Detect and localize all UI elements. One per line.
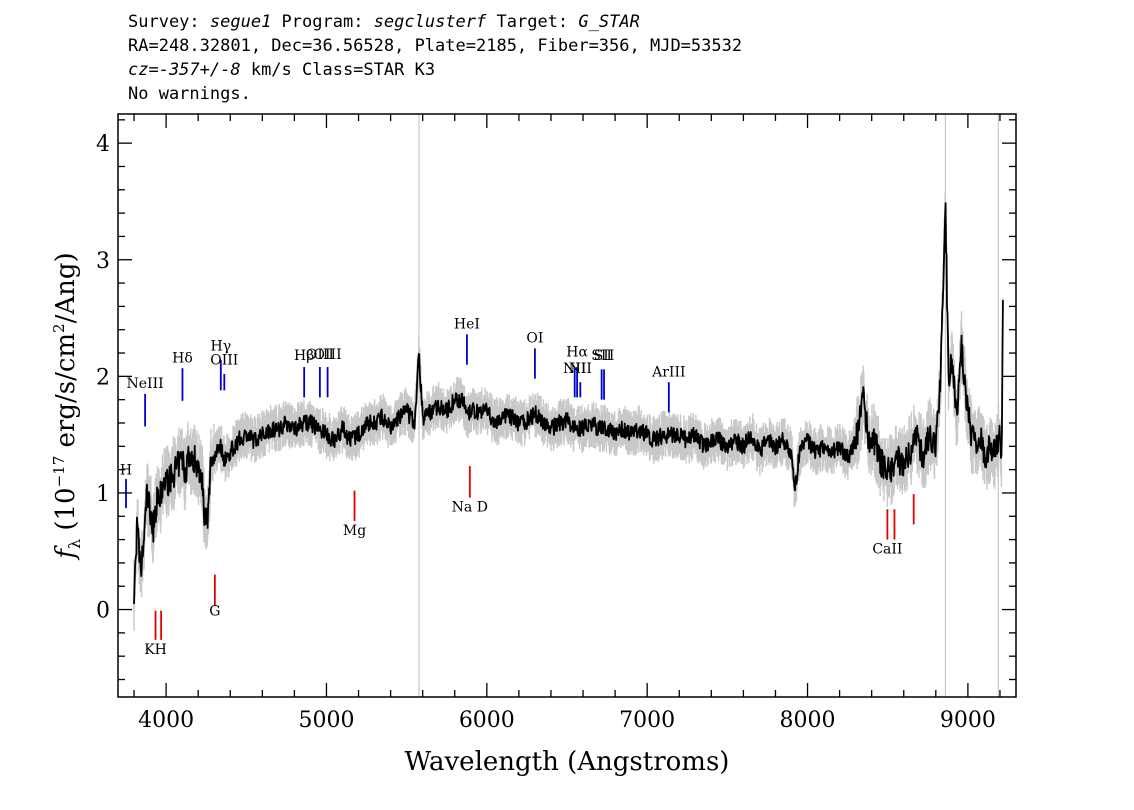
emission-line-label: NII bbox=[563, 361, 586, 377]
x-tick-label: 4000 bbox=[138, 708, 194, 733]
survey-value: segue1 bbox=[209, 12, 272, 32]
error-band-layer bbox=[133, 193, 1004, 631]
header-line-survey: Survey: segue1 Program: segclusterf Targ… bbox=[128, 10, 742, 34]
emission-line-label: OIII bbox=[210, 353, 238, 369]
emission-line-label: HeI bbox=[454, 317, 480, 333]
y-axis-title: fλ (10−17 erg/s/cm2/Ang) bbox=[50, 252, 84, 560]
x-tick-label: 7000 bbox=[619, 708, 675, 733]
emission-line-label: SII bbox=[591, 348, 612, 364]
flux-error-band bbox=[133, 193, 1004, 631]
survey-prefix: Survey: bbox=[128, 12, 210, 32]
spectrum-header: Survey: segue1 Program: segclusterf Targ… bbox=[128, 10, 742, 106]
emission-line-label: Hβ bbox=[294, 348, 314, 364]
x-tick-label: 5000 bbox=[298, 708, 354, 733]
y-tick-label: 4 bbox=[96, 132, 110, 157]
emission-line-label: ArIII bbox=[651, 364, 685, 380]
x-tick-label: 6000 bbox=[459, 708, 515, 733]
y-axis-exponent: −17 bbox=[50, 456, 68, 488]
header-line-warnings: No warnings. bbox=[128, 84, 251, 104]
y-tick-label: 3 bbox=[96, 249, 110, 274]
emission-line-label: H bbox=[120, 462, 132, 478]
absorption-line-label: KH bbox=[144, 642, 167, 658]
emission-line-label: OIII bbox=[314, 347, 342, 363]
axis-ticks-layer: 4000 5000 6000 7000 8000 9000 0 1 2 3 4 bbox=[96, 114, 1016, 733]
y-tick-label: 2 bbox=[96, 365, 110, 390]
target-value: G_STAR bbox=[578, 12, 640, 32]
header-line-redshift: cz=-357+/-8 km/s Class=STAR K3 bbox=[128, 58, 742, 82]
y-tick-label: 1 bbox=[96, 482, 110, 507]
emission-line-label: Hγ bbox=[210, 339, 231, 355]
class-text: km/s Class=STAR K3 bbox=[240, 60, 436, 80]
x-tick-label: 9000 bbox=[940, 708, 996, 733]
program-value: segclusterf bbox=[373, 12, 487, 32]
emission-line-label: NeIII bbox=[127, 376, 164, 392]
emission-line-label: NII bbox=[569, 361, 592, 377]
header-line-coordinates: RA=248.32801, Dec=36.56528, Plate=2185, … bbox=[128, 36, 743, 56]
absorption-line-label: Mg bbox=[343, 523, 366, 539]
absorption-line-label: Na D bbox=[452, 500, 488, 516]
emission-line-label: OI bbox=[526, 331, 543, 347]
program-prefix: Program: bbox=[271, 12, 374, 32]
flux-series-layer bbox=[133, 202, 1004, 605]
flux-series-line bbox=[133, 202, 1004, 605]
absorption-line-label: CaII bbox=[872, 542, 902, 558]
y-axis-units-b: erg/s/cm bbox=[51, 333, 81, 456]
emission-line-label: Hα bbox=[566, 345, 588, 361]
y-axis-units-c: /Ang) bbox=[51, 252, 81, 323]
y-axis-subscript: λ bbox=[65, 539, 84, 549]
target-prefix: Target: bbox=[486, 12, 579, 32]
emission-line-label: SII bbox=[594, 348, 615, 364]
absorption-line-label: G bbox=[209, 603, 220, 619]
cz-value: cz=-357+/-8 bbox=[128, 60, 241, 80]
emission-line-label: Hδ bbox=[172, 350, 193, 366]
y-axis-units-a: (10 bbox=[51, 487, 81, 539]
y-axis-exponent-2: 2 bbox=[50, 323, 68, 333]
plot-frame bbox=[117, 113, 1017, 698]
y-tick-label: 0 bbox=[96, 599, 110, 624]
emission-line-label: OIII bbox=[306, 347, 334, 363]
x-tick-label: 8000 bbox=[780, 708, 836, 733]
x-axis-title: Wavelength (Angstroms) bbox=[405, 747, 730, 777]
